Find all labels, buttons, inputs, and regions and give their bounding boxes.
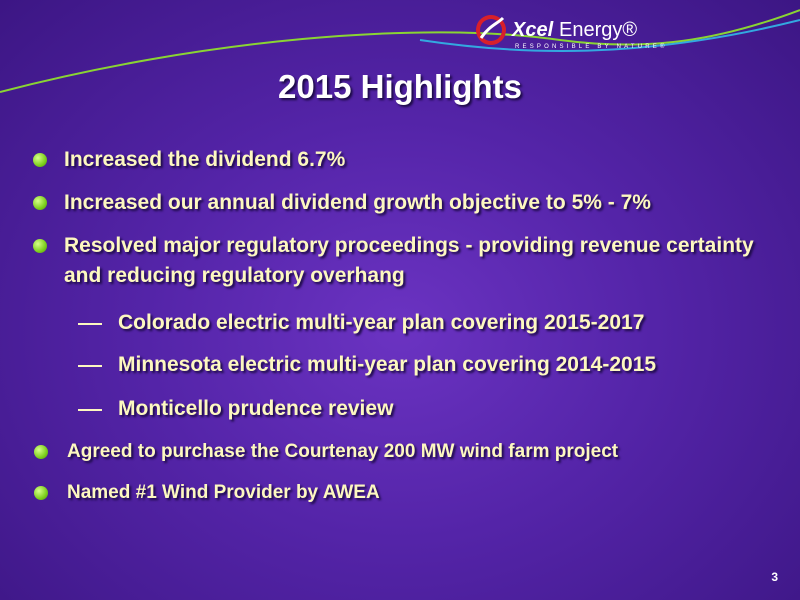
sub-bullet-dash bbox=[78, 409, 102, 411]
decorative-swoosh bbox=[0, 9, 800, 93]
sub-bullet-dash bbox=[78, 323, 102, 325]
bullet-text: Resolved major regulatory proceedings - … bbox=[64, 234, 754, 287]
bullet-text: Agreed to purchase the Courtenay 200 MW … bbox=[67, 441, 619, 462]
bullet-text: Increased our annual dividend growth obj… bbox=[64, 191, 651, 214]
bullet-dot bbox=[33, 153, 47, 167]
bullet-dot bbox=[33, 239, 47, 253]
bullet-text: Increased the dividend 6.7% bbox=[64, 148, 346, 171]
logo-brand: Energy® bbox=[559, 19, 638, 41]
sub-bullet-dash bbox=[78, 365, 102, 367]
bullet-dot bbox=[34, 486, 48, 500]
logo-tagline: RESPONSIBLE BY NATURE® bbox=[515, 44, 668, 50]
bullet-dot bbox=[33, 196, 47, 210]
sub-bullet-text: Minnesota electric multi-year plan cover… bbox=[118, 353, 657, 376]
bullet-text: Named #1 Wind Provider by AWEA bbox=[67, 482, 380, 503]
slide-title: 2015 Highlights bbox=[278, 68, 522, 105]
page-number: 3 bbox=[771, 570, 778, 584]
logo-brand-bold: Xcel bbox=[512, 19, 554, 41]
sub-bullet-text: Colorado electric multi-year plan coveri… bbox=[118, 311, 645, 334]
bullet-dot bbox=[34, 445, 48, 459]
sub-bullet-text: Monticello prudence review bbox=[118, 397, 394, 420]
